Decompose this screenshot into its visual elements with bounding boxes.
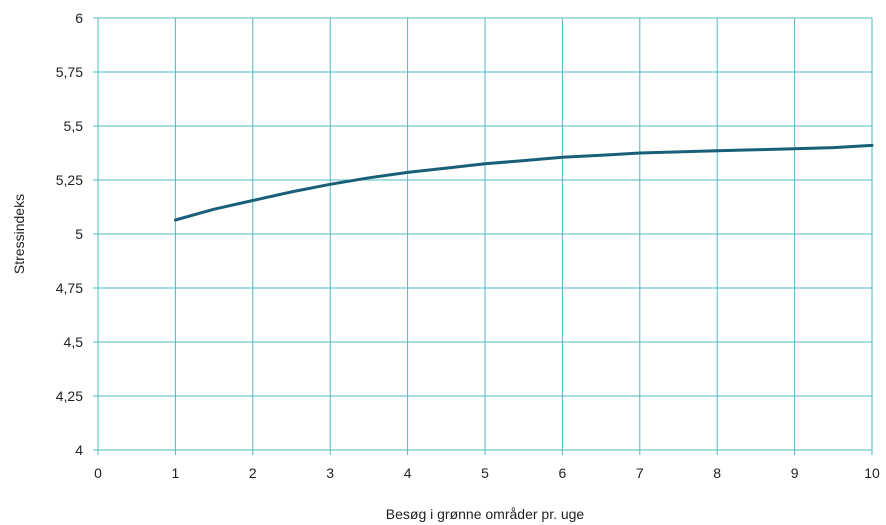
series-layer (173, 143, 874, 222)
x-tick-label: 2 (249, 465, 257, 481)
x-tick-label: 8 (713, 465, 721, 481)
x-tick-label: 4 (404, 465, 412, 481)
tick-labels: 4 4,25 4,5 4,75 5 5,25 5,5 5,75 6 0 1 2 3 4 5 6 7 8 9 10 (56, 10, 880, 481)
x-tick-label: 5 (481, 465, 489, 481)
x-tick-label: 0 (94, 465, 102, 481)
x-tick-label: 10 (864, 465, 880, 481)
y-tick-label: 5,75 (56, 64, 83, 80)
y-tick-label: 4 (75, 442, 83, 458)
x-axis-title: Besøg i grønne områder pr. uge (386, 506, 585, 522)
x-tick-label: 6 (559, 465, 567, 481)
x-tick-label: 9 (791, 465, 799, 481)
y-tick-label: 4,5 (64, 334, 84, 350)
y-tick-label: 4,75 (56, 280, 83, 296)
y-tick-label: 4,25 (56, 388, 83, 404)
y-tick-label: 5 (75, 226, 83, 242)
x-tick-label: 7 (636, 465, 644, 481)
series-line (173, 143, 874, 222)
y-axis-title: Stressindeks (11, 194, 27, 274)
x-tick-label: 1 (172, 465, 180, 481)
grid (98, 17, 873, 450)
y-tick-label: 5,25 (56, 172, 83, 188)
x-tick-label: 3 (326, 465, 334, 481)
axes (93, 17, 873, 455)
y-tick-label: 6 (75, 10, 83, 26)
y-tick-label: 5,5 (64, 118, 84, 134)
